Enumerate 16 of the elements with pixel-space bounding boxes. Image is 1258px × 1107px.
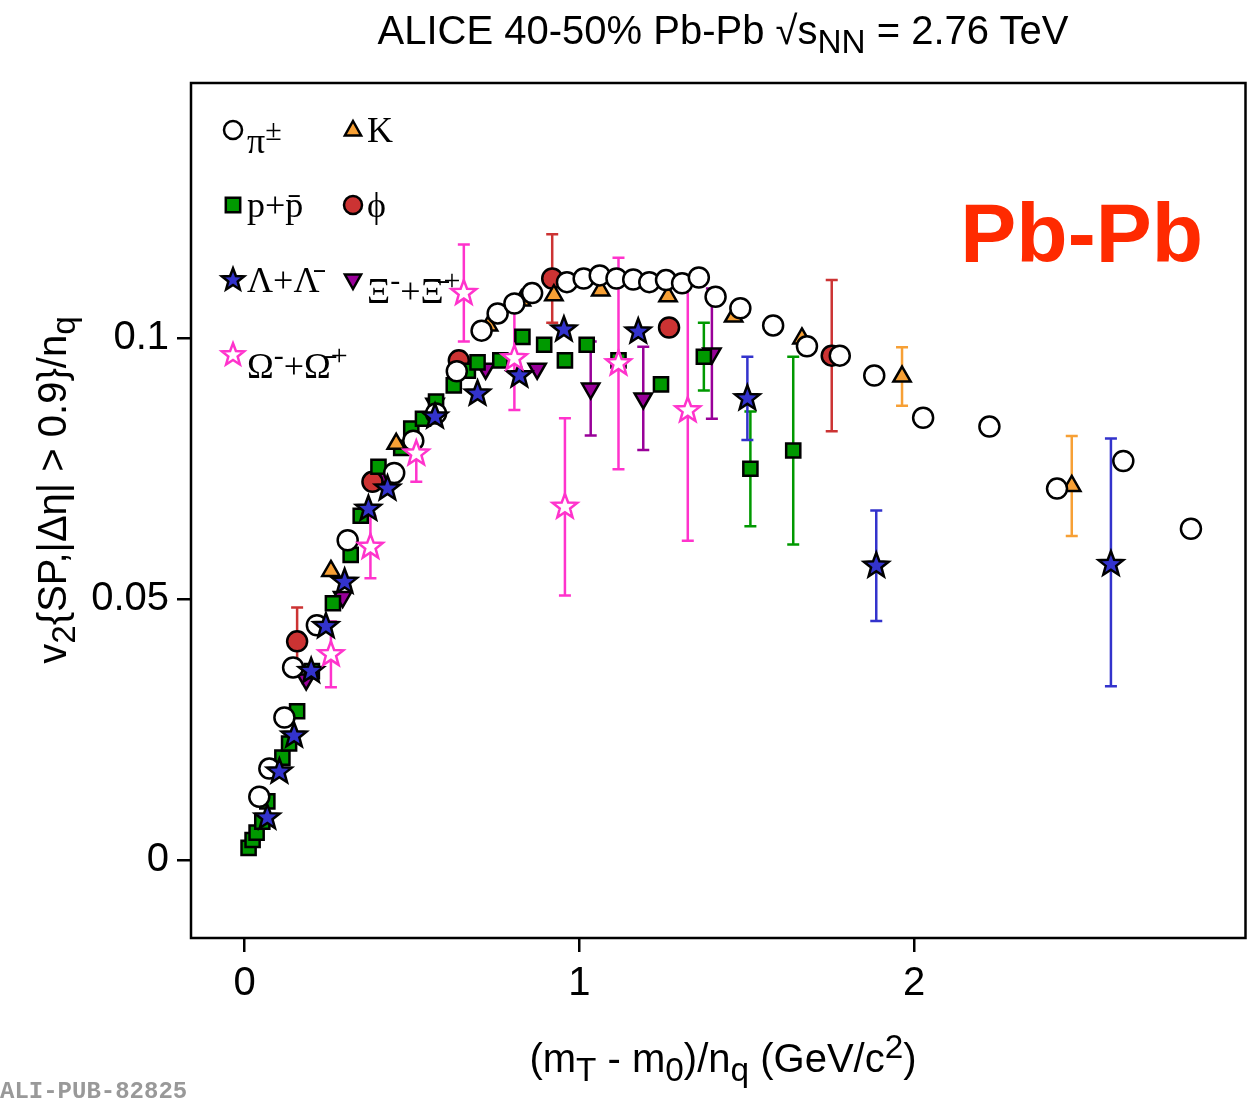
chart-title: ALICE 40-50% Pb-Pb √s$_{NN}$ = 2.76 TeV — [376, 8, 1070, 61]
legend-label: K — [367, 109, 393, 152]
x-tick-label: 0 — [233, 959, 256, 1004]
x-tick-label: 1 — [568, 959, 591, 1004]
text: ALI-PUB-82825 — [0, 1078, 188, 1105]
legend-label: Ξ$^{-}$+Ξ̄$^{+}$ — [367, 262, 461, 311]
y-tick-label: 0.05 — [91, 574, 169, 619]
legend-label: π$^{±}$ — [247, 112, 282, 161]
annotation: Pb-Pb — [960, 185, 1203, 282]
text: (m$_{T}$ - m$_{0}$)/n$_{q}$ (GeV/c$^{2}$) — [529, 1028, 917, 1089]
y-tick-label: 0.1 — [113, 313, 169, 358]
legend-label: Ω$^{-}$+Ω̄$^{+}$ — [247, 337, 348, 386]
x-tick-label: 2 — [902, 959, 926, 1004]
y-tick-label: 0 — [146, 834, 169, 879]
legend-label: p+p̄ — [247, 184, 304, 227]
legend-label: ϕ — [367, 184, 386, 227]
